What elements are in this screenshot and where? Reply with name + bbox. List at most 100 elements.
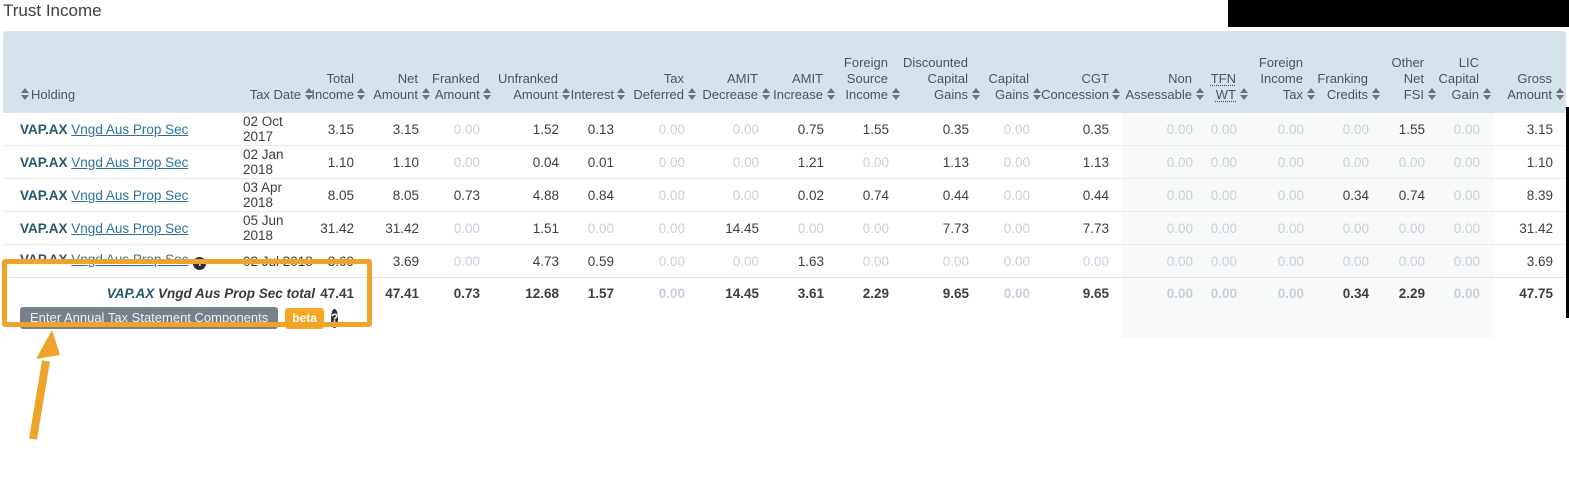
column-header-amit-decrease[interactable]: AMIT Decrease xyxy=(698,31,772,113)
column-header-interest[interactable]: Interest xyxy=(571,31,627,113)
column-header-tax-deferred[interactable]: Tax Deferred xyxy=(627,31,698,113)
column-header-tax-date[interactable]: Tax Date xyxy=(225,31,315,113)
cell-tax-deferred: 0.00 xyxy=(627,244,698,278)
cell-gross-amount: 1.10 xyxy=(1493,145,1566,179)
cell-discounted-capital-gains: 9.65 xyxy=(902,277,982,338)
cell-lic-capital-gain: 0.00 xyxy=(1438,112,1493,146)
column-header-cgt-concession[interactable]: CGT Concession xyxy=(1041,31,1122,113)
cell-cgt-concession: 0.35 xyxy=(1043,112,1122,146)
column-header-total-income[interactable]: Total Income xyxy=(311,31,367,113)
column-label-lic-capital-gain: LIC Capital Gain xyxy=(1438,55,1479,102)
cell-tax-deferred: 0.00 xyxy=(627,145,698,179)
cell-capital-gains: 0.00 xyxy=(982,145,1043,179)
column-header-capital-gains[interactable]: Capital Gains xyxy=(982,31,1043,113)
cell-tax-deferred: 0.00 xyxy=(627,211,698,245)
column-header-discounted-capital-gains[interactable]: Discounted Capital Gains xyxy=(902,31,982,113)
cell-lic-capital-gain: 0.00 xyxy=(1438,145,1493,179)
cell-total-income: 3.69 xyxy=(315,244,367,278)
cell-foreign-income-tax: 0.00 xyxy=(1250,178,1317,212)
cell-other-net-fsi: 1.55 xyxy=(1382,112,1438,146)
column-header-tfn-wt[interactable]: TFN WT xyxy=(1206,31,1250,113)
cell-non-assessable: 0.00 xyxy=(1122,244,1206,278)
cell-unfranked-amount: 12.68 xyxy=(493,277,572,338)
trust-income-table-card: Holding Tax Date Total Income Net Amount Fra… xyxy=(3,31,1566,338)
sort-icon xyxy=(1371,88,1380,100)
column-label-foreign-source-income: Foreign Source Income xyxy=(843,55,888,102)
column-label-total-income: Total Income xyxy=(311,71,354,102)
sort-icon xyxy=(304,88,313,100)
trust-income-table: Holding Tax Date Total Income Net Amount Fra… xyxy=(3,31,1566,338)
sort-icon xyxy=(1555,88,1564,100)
cell-tax-deferred: 0.00 xyxy=(627,178,698,212)
table-row: VAP.AX Vngd Aus Prop Sec i 02 Jul 2018 3.69… xyxy=(3,244,1566,278)
cell-discounted-capital-gains: 7.73 xyxy=(902,211,982,245)
holding-link[interactable]: Vngd Aus Prop Sec xyxy=(71,121,189,137)
cell-amit-decrease: 0.00 xyxy=(698,112,772,146)
cell-discounted-capital-gains: 0.44 xyxy=(902,178,982,212)
holding-link[interactable]: Vngd Aus Prop Sec xyxy=(71,252,189,268)
enter-annual-tax-statement-button[interactable]: Enter Annual Tax Statement Components xyxy=(20,307,279,329)
column-header-non-assessable[interactable]: Non Assessable xyxy=(1122,31,1206,113)
column-header-foreign-income-tax[interactable]: Foreign Income Tax xyxy=(1250,31,1317,113)
holding-link[interactable]: Vngd Aus Prop Sec xyxy=(71,154,189,170)
column-header-holding[interactable]: Holding xyxy=(3,31,225,113)
cell-amit-increase: 0.75 xyxy=(772,112,837,146)
cell-non-assessable: 0.00 xyxy=(1122,277,1206,338)
column-label-amit-increase: AMIT Increase xyxy=(773,71,823,102)
cell-gross-amount: 31.42 xyxy=(1493,211,1566,245)
cell-total-income: 31.42 xyxy=(315,211,367,245)
holding-link[interactable]: Vngd Aus Prop Sec xyxy=(71,220,189,236)
cell-foreign-income-tax: 0.00 xyxy=(1250,112,1317,146)
column-header-franking-credits[interactable]: Franking Credits xyxy=(1317,31,1382,113)
cell-capital-gains: 0.00 xyxy=(982,244,1043,278)
cell-holding: VAP.AX Vngd Aus Prop Sec xyxy=(3,112,225,146)
cell-holding: VAP.AX Vngd Aus Prop Sec xyxy=(3,211,225,245)
page-title: Trust Income xyxy=(3,1,102,20)
column-header-other-net-fsi[interactable]: Other Net FSI xyxy=(1382,31,1438,113)
holding-link[interactable]: Vngd Aus Prop Sec xyxy=(71,187,189,203)
cell-lic-capital-gain: 0.00 xyxy=(1438,211,1493,245)
info-icon[interactable]: i xyxy=(193,256,207,270)
cell-capital-gains: 0.00 xyxy=(982,211,1043,245)
cell-interest: 0.01 xyxy=(572,145,627,179)
sort-icon xyxy=(1306,88,1315,100)
column-label-net-amount: Net Amount xyxy=(373,71,418,102)
cell-franking-credits: 0.34 xyxy=(1317,178,1382,212)
help-icon[interactable]: ? xyxy=(330,308,339,328)
sort-icon xyxy=(20,88,29,100)
column-label-discounted-capital-gains: Discounted Capital Gains xyxy=(902,55,968,102)
cell-unfranked-amount: 0.04 xyxy=(493,145,572,179)
cell-tax-deferred: 0.00 xyxy=(627,277,698,338)
column-header-unfranked-amount[interactable]: Unfranked Amount xyxy=(493,31,572,113)
cell-foreign-source-income: 0.00 xyxy=(837,244,902,278)
cell-total-label: VAP.AX Vngd Aus Prop Sec total Enter Annu… xyxy=(3,277,339,338)
cell-net-amount: 47.41 xyxy=(367,277,432,338)
column-label-unfranked-amount: Unfranked Amount xyxy=(498,71,558,102)
redacted-area-top-right xyxy=(1228,0,1569,27)
cell-interest: 0.84 xyxy=(572,178,627,212)
column-header-net-amount[interactable]: Net Amount xyxy=(367,31,432,113)
cell-cgt-concession: 9.65 xyxy=(1043,277,1122,338)
cell-net-amount: 1.10 xyxy=(367,145,432,179)
sort-icon xyxy=(971,88,980,100)
cell-gross-amount: 8.39 xyxy=(1493,178,1566,212)
cell-franking-credits: 0.00 xyxy=(1317,112,1382,146)
cell-foreign-income-tax: 0.00 xyxy=(1250,145,1317,179)
column-header-franked-amount[interactable]: Franked Amount xyxy=(432,31,493,113)
cell-non-assessable: 0.00 xyxy=(1122,112,1206,146)
column-label-other-net-fsi: Other Net FSI xyxy=(1391,55,1424,102)
column-header-amit-increase[interactable]: AMIT Increase xyxy=(772,31,837,113)
column-header-foreign-source-income[interactable]: Foreign Source Income xyxy=(837,31,902,113)
column-label-franking-credits: Franking Credits xyxy=(1317,71,1368,102)
column-header-lic-capital-gain[interactable]: LIC Capital Gain xyxy=(1438,31,1493,113)
column-label-tax-deferred: Tax Deferred xyxy=(633,71,684,102)
cell-foreign-income-tax: 0.00 xyxy=(1250,277,1317,338)
sort-icon xyxy=(1239,88,1248,100)
cell-foreign-source-income: 0.00 xyxy=(837,211,902,245)
table-header-row: Holding Tax Date Total Income Net Amount Fra… xyxy=(3,31,1566,113)
cell-net-amount: 8.05 xyxy=(367,178,432,212)
column-header-gross-amount[interactable]: Gross Amount xyxy=(1493,31,1566,113)
cell-other-net-fsi: 0.74 xyxy=(1382,178,1438,212)
column-label-non-assessable: Non Assessable xyxy=(1125,71,1192,102)
cell-unfranked-amount: 4.88 xyxy=(493,178,572,212)
